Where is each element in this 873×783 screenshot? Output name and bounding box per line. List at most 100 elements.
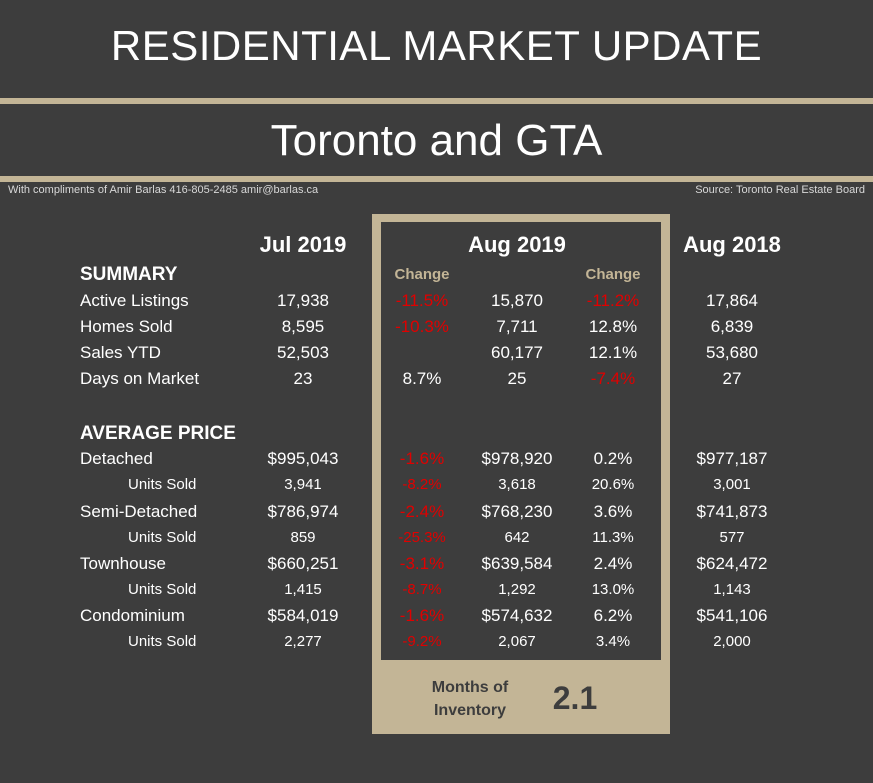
row-label: Homes Sold (80, 317, 173, 336)
cell-aug-2018: $741,873 (696, 502, 768, 521)
cell-jul-2019: $786,974 (267, 502, 339, 521)
page-title: RESIDENTIAL MARKET UPDATE (110, 22, 763, 69)
cell-aug-2019: 7,711 (496, 317, 538, 336)
cell-aug-2019: 3,618 (498, 476, 536, 493)
table-row: Active Listings 17,938 -11.5% 15,870 -11.2% 1… (0, 291, 873, 317)
cell-change-yearly: 2.4% (593, 554, 633, 573)
cell-change-yearly: 13.0% (591, 581, 635, 598)
cell-aug-2019: 1,292 (498, 581, 536, 598)
cell-change-yearly: 6.2% (593, 606, 633, 625)
cell-jul-2019: 17,938 (277, 291, 329, 310)
cell-change-monthly: -8.7% (402, 581, 442, 598)
cell-aug-2019: 15,870 (491, 291, 543, 310)
cell-jul-2019: $660,251 (267, 554, 339, 573)
table-row: Units Sold 3,941 -8.2% 3,618 20.6% 3,001 (0, 476, 873, 502)
row-label: Sales YTD (80, 343, 161, 362)
table-row: Homes Sold 8,595 -10.3% 7,711 12.8% 6,839 (0, 317, 873, 343)
cell-change-yearly: -11.2% (586, 291, 640, 310)
cell-jul-2019: 859 (290, 529, 316, 546)
months-of-inventory-label-line1: Months of (431, 679, 509, 696)
cell-aug-2019: 642 (504, 529, 530, 546)
months-of-inventory-label-line2: Inventory (433, 702, 506, 719)
divider-top (0, 98, 873, 104)
cell-change-monthly: -1.6% (399, 606, 445, 625)
cell-aug-2018: 2,000 (713, 633, 751, 650)
cell-aug-2019: 25 (507, 369, 527, 388)
column-header-aug-2019: Aug 2019 (468, 232, 566, 257)
table-row: Units Sold 859 -25.3% 642 11.3% 577 (0, 529, 873, 555)
table-row: Units Sold 1,415 -8.7% 1,292 13.0% 1,143 (0, 581, 873, 607)
cell-aug-2018: $541,106 (696, 606, 768, 625)
cell-change-monthly: -3.1% (399, 554, 445, 573)
cell-aug-2018: 53,680 (706, 343, 758, 362)
highlight-panel-inner (381, 222, 661, 660)
row-label: Active Listings (80, 291, 189, 310)
cell-jul-2019: $584,019 (267, 606, 339, 625)
cell-jul-2019: 52,503 (277, 343, 329, 362)
cell-change-yearly: 12.1% (588, 343, 638, 362)
table-row: Units Sold 2,277 -9.2% 2,067 3.4% 2,000 (0, 633, 873, 659)
cell-aug-2018: 577 (719, 529, 745, 546)
credit-text: With compliments of Amir Barlas 416-805-… (8, 184, 319, 196)
cell-change-monthly: -2.4% (399, 502, 445, 521)
cell-aug-2018: 27 (722, 369, 742, 388)
table-row: Townhouse $660,251 -3.1% $639,584 2.4% $624,4… (0, 554, 873, 580)
cell-aug-2019: $978,920 (481, 449, 553, 468)
source-text: Source: Toronto Real Estate Board (695, 184, 865, 196)
months-of-inventory-label: Months of Inventory (420, 676, 520, 722)
cell-change-monthly: -9.2% (402, 633, 442, 650)
table-row: Days on Market 23 8.7% 25 -7.4% 27 (0, 369, 873, 395)
cell-jul-2019: 1,415 (284, 581, 322, 598)
cell-aug-2019: $768,230 (481, 502, 553, 521)
table-row: Semi-Detached $786,974 -2.4% $768,230 3.6% $7… (0, 502, 873, 528)
cell-change-monthly: -1.6% (399, 449, 445, 468)
cell-change-monthly: -11.5% (395, 291, 449, 310)
page-subtitle: Toronto and GTA (270, 116, 603, 165)
row-label: Days on Market (80, 369, 200, 388)
cell-aug-2019: $574,632 (481, 606, 553, 625)
column-header-aug-2018: Aug 2018 (683, 232, 781, 257)
row-label: Semi-Detached (80, 502, 198, 521)
section-summary: SUMMARY (80, 264, 178, 285)
months-of-inventory-value: 2.1 (552, 680, 598, 716)
row-label: Condominium (80, 606, 185, 625)
cell-aug-2019: 60,177 (491, 343, 543, 362)
cell-change-monthly: -8.2% (402, 476, 442, 493)
column-header-jul-2019: Jul 2019 (259, 232, 347, 257)
cell-jul-2019: $995,043 (267, 449, 339, 468)
cell-change-monthly: -25.3% (398, 529, 446, 546)
row-label: Detached (80, 449, 153, 468)
row-label: Units Sold (128, 529, 197, 546)
cell-aug-2018: $624,472 (696, 554, 768, 573)
cell-change-monthly: 8.7% (402, 369, 442, 388)
table-row: Condominium $584,019 -1.6% $574,632 6.2% $541… (0, 606, 873, 632)
cell-jul-2019: 3,941 (284, 476, 322, 493)
cell-change-monthly: -10.3% (395, 317, 449, 336)
cell-aug-2019: 2,067 (498, 633, 536, 650)
cell-change-yearly: 3.4% (595, 633, 631, 650)
table-row: Sales YTD 52,503 60,177 12.1% 53,680 (0, 343, 873, 369)
cell-change-yearly: 12.8% (588, 317, 638, 336)
cell-jul-2019: 8,595 (281, 317, 325, 336)
section-average-price: AVERAGE PRICE (80, 423, 236, 444)
table-row: Detached $995,043 -1.6% $978,920 0.2% $977,18… (0, 449, 873, 475)
cell-aug-2019: $639,584 (481, 554, 553, 573)
cell-aug-2018: 6,839 (710, 317, 754, 336)
cell-aug-2018: 3,001 (713, 476, 751, 493)
cell-change-yearly: 0.2% (593, 449, 633, 468)
cell-change-yearly: 20.6% (591, 476, 635, 493)
change-header-monthly: Change (394, 266, 450, 283)
row-label: Units Sold (128, 476, 197, 493)
change-header-yearly: Change (585, 266, 641, 283)
cell-change-yearly: 3.6% (593, 502, 633, 521)
cell-aug-2018: 17,864 (706, 291, 758, 310)
cell-jul-2019: 2,277 (284, 633, 322, 650)
cell-change-yearly: 11.3% (592, 529, 634, 546)
row-label: Units Sold (128, 633, 197, 650)
row-label: Townhouse (80, 554, 167, 573)
row-label: Units Sold (128, 581, 197, 598)
cell-aug-2018: 1,143 (713, 581, 751, 598)
cell-aug-2018: $977,187 (696, 449, 768, 468)
cell-jul-2019: 23 (293, 369, 313, 388)
cell-change-yearly: -7.4% (590, 369, 636, 388)
